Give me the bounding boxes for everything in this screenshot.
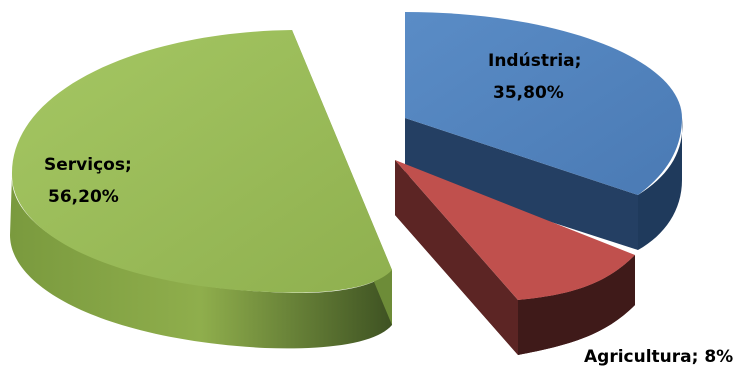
label-agricultura: Agricultura; 8%	[584, 347, 733, 367]
slice-agricultura-left	[395, 160, 518, 355]
slice-industria-top	[405, 12, 682, 195]
slice-industria-cut	[405, 118, 638, 250]
label-industria-value: 35,80%	[493, 83, 564, 103]
slice-agricultura-front	[518, 255, 635, 355]
slice-industria	[405, 12, 683, 250]
label-industria-name: Indústria;	[488, 51, 581, 71]
slice-agricultura	[395, 160, 635, 355]
slice-servicos	[10, 30, 392, 349]
slice-servicos-side	[10, 175, 392, 349]
slice-agricultura-top	[395, 160, 635, 300]
label-servicos-value: 56,20%	[48, 187, 119, 207]
slice-industria-side	[405, 118, 683, 250]
label-servicos-name: Serviços;	[44, 155, 132, 175]
slice-servicos-top	[11, 30, 392, 293]
